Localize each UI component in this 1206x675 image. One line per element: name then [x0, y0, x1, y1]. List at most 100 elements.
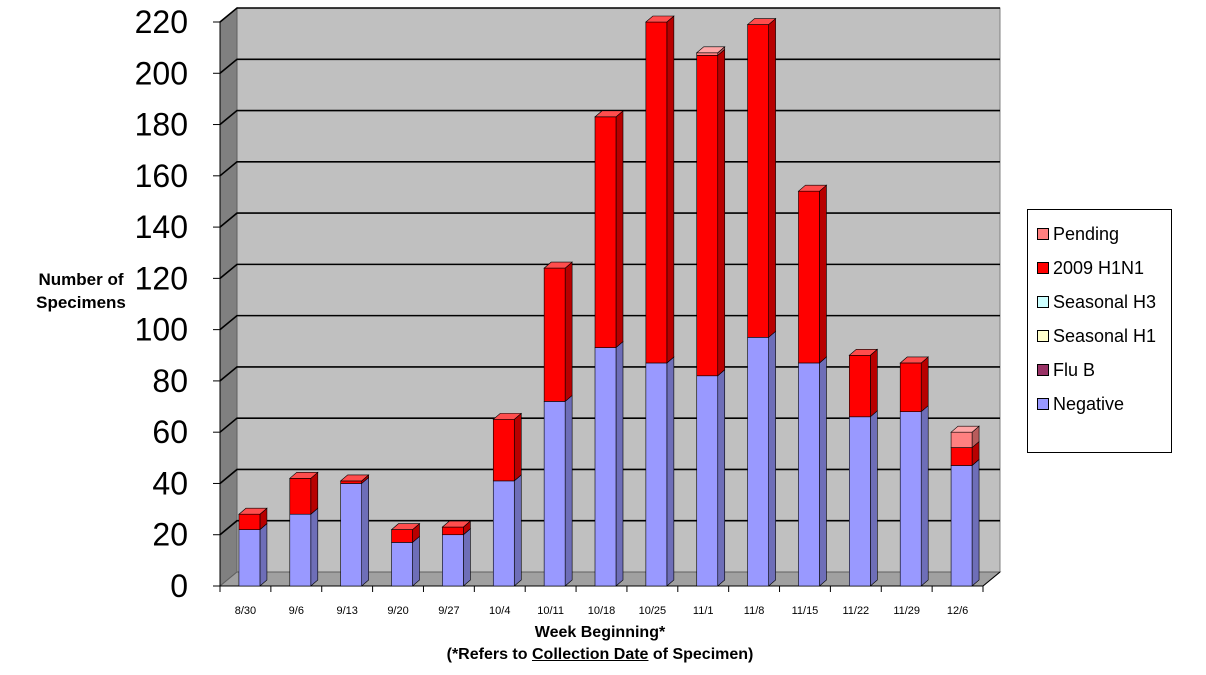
- bar-side: [717, 48, 726, 377]
- bar: [798, 362, 820, 587]
- x-axis-label-suffix: of Specimen): [648, 646, 754, 663]
- bar: [340, 483, 362, 587]
- x-tick-label: 9/27: [438, 605, 459, 617]
- bar-side: [971, 458, 980, 587]
- bar: [594, 116, 617, 348]
- legend-swatch: [1037, 296, 1049, 308]
- bar: [594, 347, 617, 587]
- bar-side: [463, 528, 471, 587]
- gridline: [219, 314, 1000, 331]
- x-tick-label: 9/20: [387, 605, 408, 617]
- gridline: [219, 161, 1000, 177]
- bar: [849, 354, 871, 418]
- legend-label: 2009 H1N1: [1053, 257, 1145, 278]
- legend-swatch: [1037, 262, 1049, 274]
- bar-top: [441, 520, 472, 528]
- x-tick-label: 11/22: [842, 605, 869, 617]
- y-axis-label-line-2: Specimens: [36, 293, 126, 312]
- bar-side: [666, 356, 675, 587]
- y-tick-label: 140: [135, 209, 188, 245]
- x-tick-label: 10/11: [537, 605, 564, 617]
- y-tick-label: 100: [135, 312, 188, 348]
- y-tick-label: 20: [152, 517, 188, 553]
- bar-side: [768, 330, 776, 587]
- legend-swatch: [1037, 398, 1049, 410]
- x-tick-label: 11/1: [693, 605, 714, 617]
- bar-top: [288, 472, 319, 479]
- bar: [950, 447, 973, 466]
- y-axis-label-line-1: Number of: [38, 270, 124, 289]
- x-axis-label-prefix: (*Refers to: [446, 646, 532, 663]
- bar-side: [361, 476, 369, 587]
- plot-side-wall: [219, 6, 238, 588]
- bar-top: [797, 184, 828, 192]
- legend-item: Pending: [1028, 217, 1171, 251]
- bar-side: [870, 410, 878, 587]
- y-tick-label: 220: [135, 4, 188, 40]
- y-tick-label: 200: [135, 55, 188, 91]
- gridline: [219, 212, 1000, 228]
- bar-side: [259, 522, 268, 587]
- bar-side: [666, 15, 675, 364]
- bar: [492, 480, 515, 587]
- bar: [747, 337, 769, 587]
- bar-top: [543, 261, 573, 269]
- gridline: [219, 109, 1000, 126]
- gridline: [219, 7, 1000, 23]
- bar-side: [768, 17, 776, 338]
- bar: [391, 529, 413, 543]
- legend-item: Seasonal H1: [1028, 319, 1171, 353]
- legend-swatch: [1037, 330, 1049, 342]
- bar-top: [899, 356, 930, 364]
- legend-label: Seasonal H1: [1053, 325, 1157, 346]
- bar: [696, 52, 719, 56]
- bar: [696, 375, 719, 587]
- bar: [289, 513, 312, 587]
- y-tick-label: 120: [135, 260, 188, 296]
- bar-side: [412, 535, 420, 587]
- x-axis-depth-line: [982, 571, 1001, 587]
- y-tick-label: 60: [152, 414, 188, 450]
- y-tick-label: 40: [152, 465, 188, 501]
- bar: [899, 411, 922, 587]
- bar: [543, 267, 566, 402]
- bar: [849, 416, 871, 587]
- y-tick-label: 80: [152, 363, 188, 399]
- bar: [696, 55, 719, 377]
- bar: [747, 24, 769, 338]
- x-tick-label: 9/6: [289, 605, 304, 617]
- bar: [950, 431, 973, 448]
- x-tick-label: 10/18: [588, 605, 616, 617]
- gridline: [219, 263, 1000, 279]
- bar: [645, 362, 668, 587]
- bar-top: [645, 15, 675, 23]
- legend-swatch: [1037, 228, 1049, 240]
- legend-item: Flu B: [1028, 353, 1171, 387]
- bar-side: [513, 412, 522, 482]
- y-tick-label: 180: [135, 107, 188, 143]
- bar-side: [615, 340, 624, 587]
- x-axis-label-line-2: (*Refers to Collection Date of Specimen): [380, 644, 820, 666]
- bar-side: [819, 356, 827, 587]
- bar-side: [564, 261, 573, 403]
- legend-item: 2009 H1N1: [1028, 251, 1171, 285]
- x-axis-label: Week Beginning* (*Refers to Collection D…: [380, 622, 820, 666]
- bar-side: [870, 348, 878, 418]
- bar: [238, 513, 261, 530]
- legend-swatch: [1037, 364, 1049, 376]
- bar-top: [339, 474, 370, 482]
- x-tick-label: 8/30: [235, 605, 256, 617]
- legend-label: Pending: [1053, 223, 1120, 244]
- legend-label: Flu B: [1053, 359, 1096, 380]
- bar-side: [717, 369, 726, 587]
- bar: [492, 419, 515, 482]
- bar: [798, 190, 820, 364]
- bar: [442, 526, 464, 536]
- y-tick-label: 160: [135, 158, 188, 194]
- bar: [238, 529, 261, 587]
- gridline: [219, 366, 1000, 382]
- bar-top: [492, 413, 523, 420]
- legend-item: Seasonal H3: [1028, 285, 1171, 319]
- gridline: [219, 468, 1000, 485]
